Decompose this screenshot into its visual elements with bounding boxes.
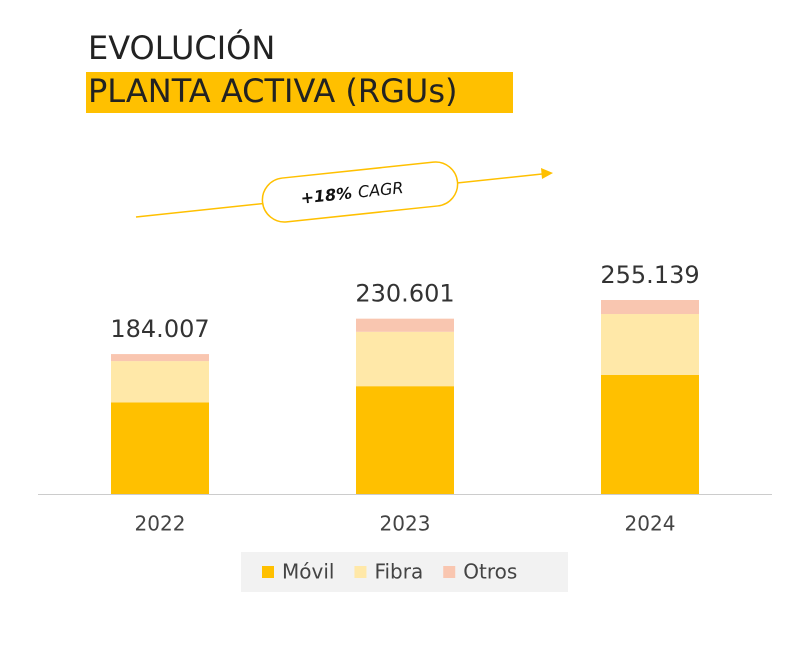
legend-swatch <box>354 566 367 578</box>
bar-segment <box>356 331 454 387</box>
chart-title: EVOLUCIÓN <box>88 28 275 67</box>
total-label: 255.139 <box>600 261 699 289</box>
bar-segment <box>111 361 209 403</box>
bar-segment <box>111 354 209 362</box>
legend-swatch <box>443 566 456 578</box>
chart-subtitle: PLANTA ACTIVA (RGUs) <box>88 72 457 110</box>
bar-segment <box>601 314 699 376</box>
x-tick-label: 2023 <box>380 512 431 536</box>
cagr-badge: +18% CAGR <box>261 161 459 223</box>
cagr-label: CAGR <box>357 178 404 202</box>
bar-segment <box>356 318 454 332</box>
legend-swatch <box>262 566 274 578</box>
arrow-head <box>541 168 553 179</box>
legend-label: Fibra <box>374 560 423 584</box>
bar-segment <box>601 375 699 494</box>
bar-segment <box>601 300 699 315</box>
legend-label: Otros <box>463 560 517 584</box>
total-label: 184.007 <box>110 315 209 343</box>
legend <box>241 552 568 592</box>
subtitle-highlight <box>86 72 513 113</box>
cagr-box <box>261 161 459 223</box>
legend-label: Móvil <box>282 560 334 584</box>
x-tick-label: 2024 <box>625 512 676 536</box>
x-tick-label: 2022 <box>135 512 186 536</box>
bar-segment <box>111 402 209 494</box>
bar-segment <box>356 386 454 494</box>
total-label: 230.601 <box>355 280 454 308</box>
